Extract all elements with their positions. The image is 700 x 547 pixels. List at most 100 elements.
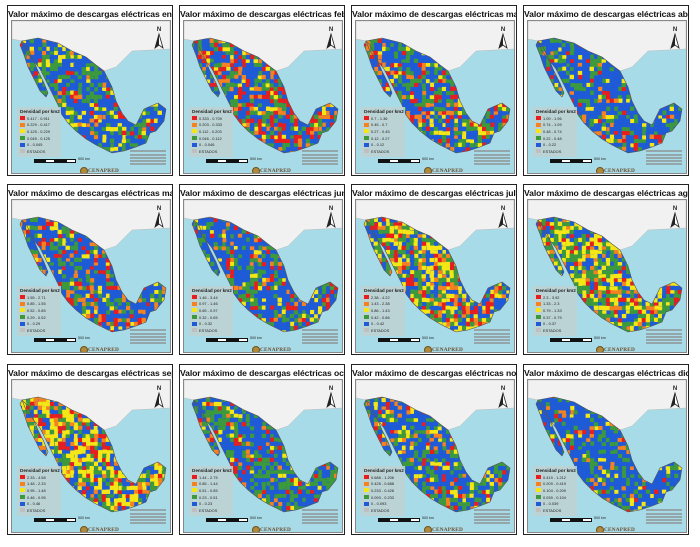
panel-title: Valor máximo de descargas eléctricas ene…: [8, 9, 173, 19]
legend-swatch: [20, 149, 25, 154]
scale-bar: [550, 518, 592, 522]
legend-title: Densidad por km2: [364, 109, 404, 114]
country-outline: [535, 219, 565, 277]
legend-label: ESTADOS: [543, 148, 562, 154]
org-logo-text: CENAPRED: [432, 167, 464, 174]
legend-item: 0.112 - 0.203: [192, 128, 230, 135]
legend-item: 0.32 - 0.65: [192, 314, 230, 321]
legend-label: 0.333 - 0.709: [199, 115, 222, 121]
credits-block: [130, 508, 166, 525]
legend-label: 0.417 - 0.911: [27, 115, 50, 121]
legend-label: 2.33 - 4.58: [27, 474, 46, 480]
credits-block: [130, 149, 166, 166]
scale-label: 500 km: [594, 335, 606, 340]
legend-item: ESTADOS: [192, 507, 230, 514]
legend-item: 2.33 - 4.58: [20, 474, 58, 481]
legend-item: 0.85 - 1.55: [20, 301, 58, 308]
legend-label: 0.52 - 0.85: [27, 307, 46, 313]
cenapred-seal-icon: [80, 167, 88, 173]
month-map-panel-9: Valor máximo de descargas eléctricas sep…: [7, 364, 173, 535]
legend-title: Densidad por km2: [192, 468, 232, 473]
legend-item: 0.29 - 0.52: [20, 314, 58, 321]
legend-swatch: [192, 495, 197, 500]
country-outline: [363, 219, 393, 277]
legend-swatch: [536, 508, 541, 513]
credits-block: [646, 149, 682, 166]
legend-swatch: [192, 475, 197, 480]
legend-swatch: [20, 136, 25, 141]
legend: Densidad por km2 0.333 - 0.709 0.203 - 0.…: [189, 107, 233, 157]
legend-label: 0.046 - 0.112: [199, 135, 222, 141]
legend-swatch: [536, 122, 541, 127]
month-map-panel-12: Valor máximo de descargas eléctricas dic…: [523, 364, 689, 535]
legend-label: 0 - 0.12: [371, 142, 385, 148]
north-letter: N: [156, 206, 162, 212]
map-frame: N Densidad por km2 2.3 - 3.92 1.33 - 2.3 0…: [527, 199, 687, 353]
legend-label: 0.233 - 0.428: [371, 487, 394, 493]
legend-swatch: [20, 129, 25, 134]
mexico-map: [356, 200, 514, 333]
scale-label: 500 km: [250, 335, 262, 340]
map-frame: N Densidad por km2 2.33 - 4.58 1.48 - 2.3…: [11, 379, 171, 533]
legend-label: ESTADOS: [27, 327, 46, 333]
legend-label: 0.46 - 0.95: [27, 494, 46, 500]
scale-bar: [34, 338, 76, 342]
country-outline: [21, 396, 167, 513]
legend-swatch: [364, 488, 369, 493]
legend-label: ESTADOS: [199, 327, 218, 333]
north-letter: N: [500, 386, 506, 392]
legend-label: 0.125 - 0.229: [27, 128, 50, 134]
legend-item: ESTADOS: [20, 148, 58, 155]
north-arrow-icon: N: [152, 206, 166, 230]
country-outline: [537, 37, 683, 154]
legend-label: 0.428 - 0.688: [371, 481, 394, 487]
legend-item: 0 - 0.23: [192, 500, 230, 507]
map-frame: N Densidad por km2 0.417 - 0.911 0.229 - …: [11, 20, 171, 174]
legend-swatch: [364, 481, 369, 486]
legend-swatch: [20, 321, 25, 326]
legend-item: 0.42 - 0.86: [364, 314, 402, 321]
country-outline: [193, 216, 339, 333]
legend-swatch: [192, 116, 197, 121]
legend-swatch: [536, 501, 541, 506]
legend-label: ESTADOS: [27, 148, 46, 154]
legend-label: ESTADOS: [27, 507, 46, 513]
legend-swatch: [192, 129, 197, 134]
legend: Densidad por km2 0.7 - 1.36 0.45 - 0.7 0.2…: [361, 107, 405, 157]
cenapred-seal-icon: [424, 346, 432, 352]
legend-swatch: [192, 501, 197, 506]
legend-swatch: [20, 495, 25, 500]
legend-swatch: [536, 136, 541, 141]
legend-item: ESTADOS: [364, 148, 402, 155]
legend: Densidad por km2 2.33 - 4.58 1.48 - 2.33 0…: [17, 466, 61, 516]
legend-item: 0.27 - 0.45: [364, 128, 402, 135]
north-arrow-icon: N: [668, 386, 682, 410]
credits-block: [302, 508, 338, 525]
country-outline: [19, 40, 49, 98]
legend-label: 1.46 - 3.44: [199, 294, 218, 300]
legend-label: ESTADOS: [199, 148, 218, 154]
legend-swatch: [536, 475, 541, 480]
legend-label: 0.093 - 0.233: [371, 494, 394, 500]
legend-label: 0.45 - 0.7: [371, 122, 388, 128]
legend-swatch: [536, 481, 541, 486]
legend-swatch: [364, 149, 369, 154]
scale-label: 500 km: [78, 515, 90, 520]
legend-item: 1.33 - 2.3: [536, 301, 574, 308]
legend-label: 0.95 - 1.48: [27, 487, 46, 493]
country-outline: [537, 396, 683, 513]
month-map-panel-6: Valor máximo de descargas eléctricas jun…: [179, 184, 345, 355]
north-letter: N: [672, 386, 678, 392]
legend-item: ESTADOS: [364, 507, 402, 514]
legend-swatch: [20, 301, 25, 306]
legend-label: 0.42 - 0.86: [371, 314, 390, 320]
legend-swatch: [192, 295, 197, 300]
month-map-panel-5: Valor máximo de descargas eléctricas may…: [7, 184, 173, 355]
month-map-panel-11: Valor máximo de descargas eléctricas nov…: [351, 364, 517, 535]
legend-item: 0.233 - 0.428: [364, 487, 402, 494]
org-logo-text: CENAPRED: [88, 167, 120, 174]
panel-title: Valor máximo de descargas eléctricas jul…: [352, 188, 517, 198]
legend-swatch: [20, 475, 25, 480]
north-letter: N: [328, 206, 334, 212]
